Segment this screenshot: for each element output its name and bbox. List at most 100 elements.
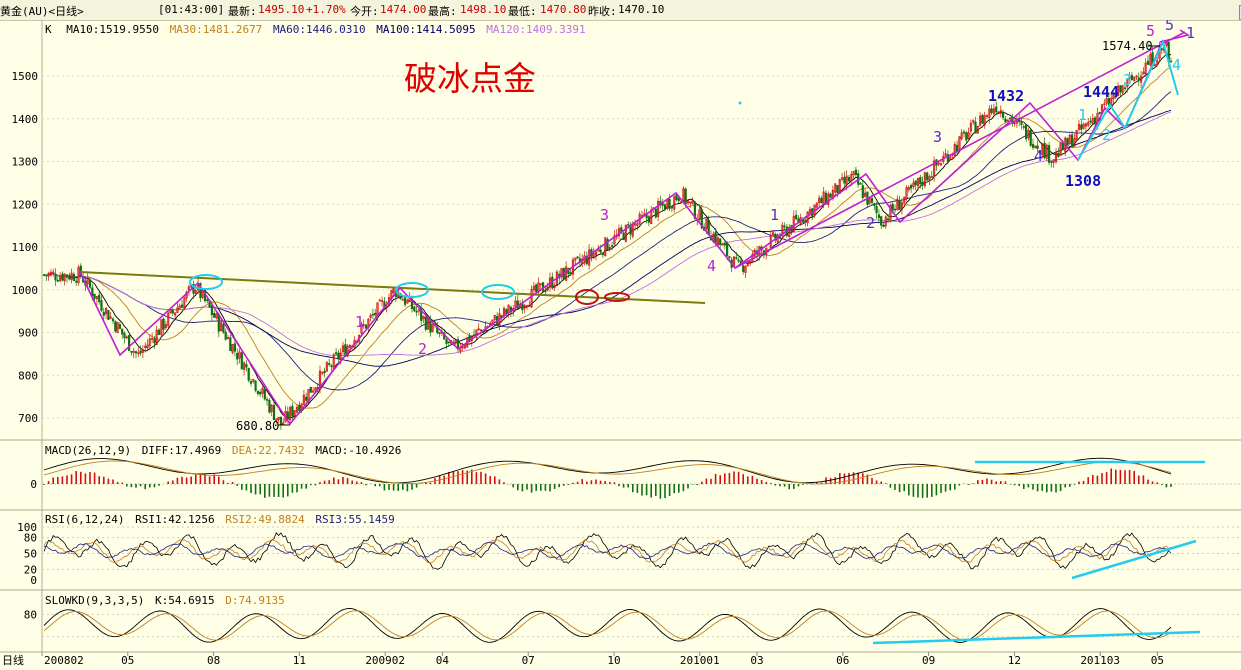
- candle-body: [985, 115, 989, 118]
- candle-body: [794, 214, 798, 220]
- x-tick-label: 09: [922, 654, 935, 667]
- wave-label: 1: [355, 313, 364, 331]
- candle-body: [330, 365, 333, 367]
- ma60-line: [43, 91, 1172, 391]
- macd-legend-diff: DIFF:17.4969: [142, 444, 221, 457]
- candle-body: [334, 352, 338, 355]
- candle-body: [781, 224, 784, 236]
- candle-body: [997, 111, 1000, 114]
- candle-body: [374, 312, 377, 316]
- candle-body: [992, 108, 995, 114]
- candle-body: [1027, 130, 1030, 139]
- slowkd-legend: SLOWKD(9,3,3,5) K:54.6915 D:74.9135: [45, 594, 285, 607]
- candle-body: [689, 201, 692, 204]
- candle-body: [1096, 113, 1099, 125]
- candle-body: [1098, 111, 1101, 114]
- candle-body: [1004, 118, 1007, 123]
- candle-body: [967, 132, 970, 139]
- rsi-tick-label: 80: [24, 532, 37, 545]
- candle-body: [546, 286, 549, 291]
- price-tick-label: 1100: [12, 241, 39, 254]
- candle-body: [49, 271, 52, 276]
- price-tick-label: 700: [18, 412, 38, 425]
- high-price: 1498.10: [460, 3, 507, 16]
- candle-body: [1140, 75, 1143, 83]
- highlight-ellipse: [481, 284, 515, 300]
- candle-body: [137, 352, 140, 355]
- candle-body: [422, 316, 425, 320]
- candle-body: [270, 404, 273, 412]
- candlesticks: [42, 38, 1173, 430]
- candle-body: [969, 122, 972, 132]
- candle-body: [1130, 74, 1133, 80]
- legend-ma30: MA30:1481.2677: [170, 23, 263, 36]
- candle-body: [132, 350, 135, 353]
- candle-body: [663, 204, 667, 210]
- candle-body: [721, 243, 724, 246]
- candle-body: [111, 318, 115, 322]
- candle-body: [139, 350, 142, 354]
- candle-body: [1091, 118, 1094, 124]
- macd-lines: [43, 457, 1172, 485]
- candle-body: [944, 153, 947, 157]
- candle-body: [728, 256, 731, 259]
- candle-body: [792, 216, 795, 232]
- candle-body: [220, 322, 223, 332]
- candle-body: [686, 200, 690, 204]
- candle-body: [282, 422, 285, 425]
- candle-body: [608, 247, 611, 249]
- wave-label: 2: [418, 340, 427, 358]
- candle-body: [155, 329, 158, 345]
- candle-body: [420, 307, 423, 321]
- prev-close-price: 1470.10: [618, 3, 665, 16]
- price-tick-label: 800: [18, 369, 38, 382]
- candle-body: [226, 337, 230, 339]
- legend-ma100: MA100:1414.5095: [376, 23, 475, 36]
- highlight-ellipse: [575, 289, 599, 305]
- refresh-icon[interactable]: ⟳: [1239, 5, 1241, 20]
- candle-body: [505, 309, 508, 314]
- candle-body: [360, 323, 363, 334]
- candle-body: [231, 344, 234, 353]
- macd-diff-line: [43, 457, 1172, 484]
- rsi-legend-name: RSI(6,12,24): [45, 513, 124, 526]
- rsi-support-line: [1071, 539, 1197, 580]
- open-price: 1474.00: [380, 3, 427, 16]
- candle-body: [401, 299, 404, 301]
- candle-body: [259, 391, 262, 395]
- wave-label: 4: [1172, 56, 1181, 74]
- candle-body: [392, 288, 395, 293]
- candle-body: [371, 313, 375, 316]
- price-y-ticks: 700 800 900 1000 1100 1200 1300 1400 1500: [12, 70, 39, 425]
- candle-body: [410, 298, 414, 309]
- candle-body: [916, 178, 920, 187]
- price-tick-label: 1500: [12, 70, 39, 83]
- candle-body: [328, 363, 331, 365]
- candle-body: [834, 183, 837, 193]
- candle-body: [737, 259, 740, 262]
- highlight-ellipse: [604, 292, 630, 302]
- candle-body: [171, 310, 174, 314]
- candle-body: [601, 252, 604, 256]
- wave-label: 2: [866, 214, 875, 232]
- channel-line-upper: [734, 31, 1186, 269]
- candle-body: [748, 261, 752, 264]
- candle-body: [199, 283, 202, 299]
- candle-body: [870, 198, 874, 203]
- candle-body: [1034, 145, 1037, 149]
- legend-ma10: MA10:1519.9550: [66, 23, 159, 36]
- candle-body: [884, 216, 887, 227]
- candle-body: [539, 283, 542, 286]
- candle-body: [610, 245, 614, 247]
- candle-body: [530, 289, 533, 308]
- candle-body: [1084, 123, 1087, 127]
- rsi-legend-rsi3: RSI3:55.1459: [315, 513, 394, 526]
- candle-body: [236, 353, 239, 360]
- x-tick-label: 200902: [365, 654, 405, 667]
- slowkd-grid: 80: [24, 608, 1241, 638]
- candle-body: [983, 115, 986, 126]
- high-label: 最高:: [428, 5, 457, 18]
- candle-body: [955, 144, 959, 152]
- candle-body: [263, 389, 266, 400]
- candle-body: [265, 399, 269, 401]
